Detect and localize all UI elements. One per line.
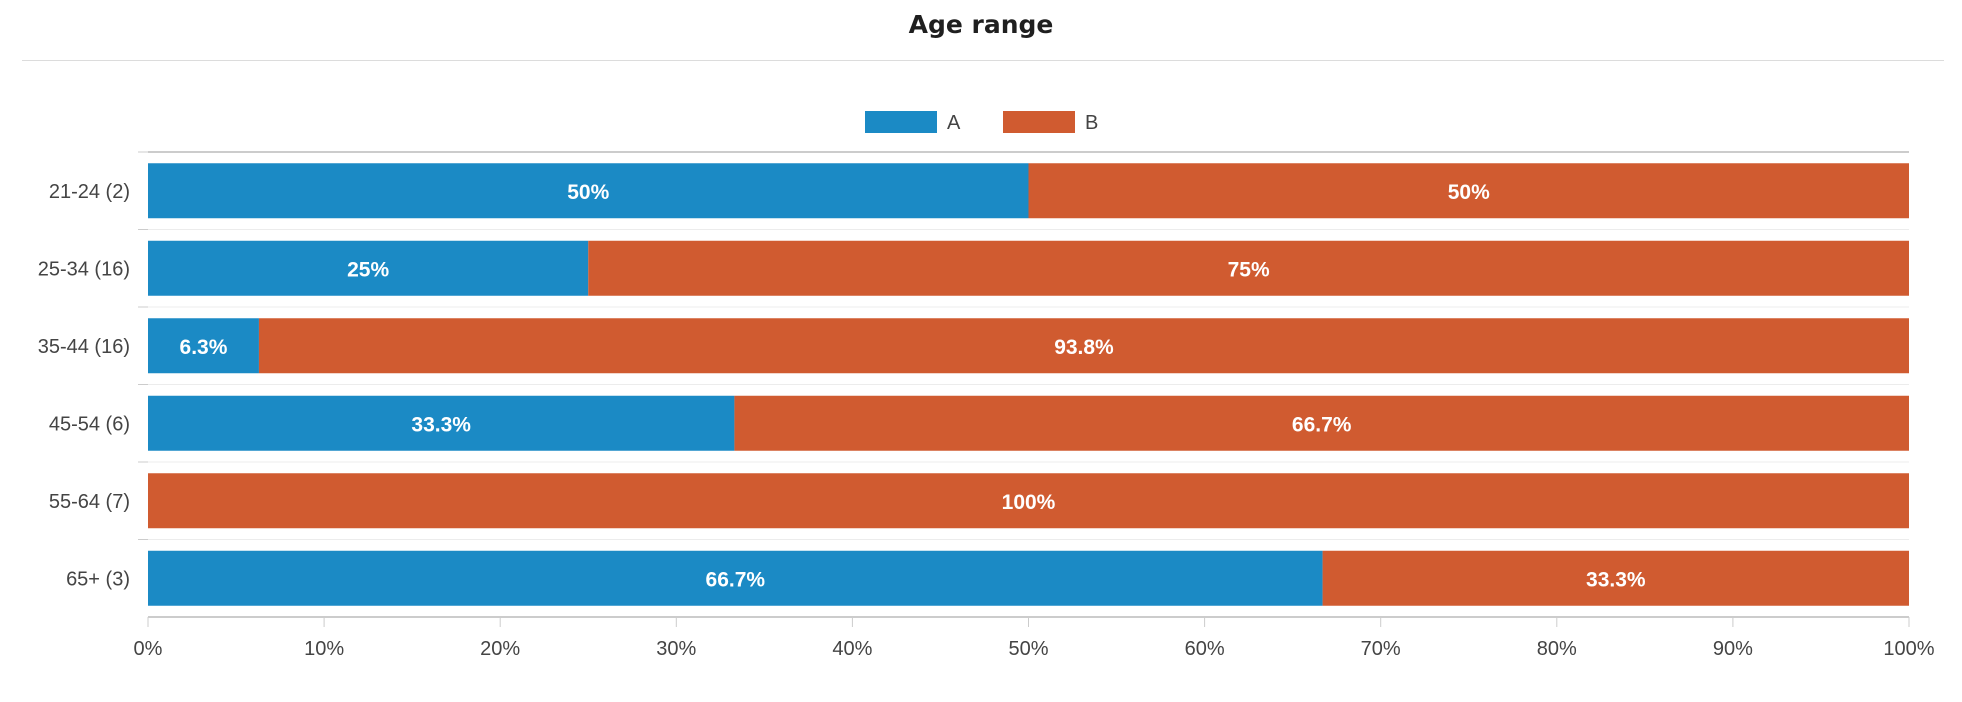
x-tick-label: 60%	[1185, 638, 1225, 660]
x-tick-label: 30%	[656, 638, 696, 660]
bar-value-label: 50%	[567, 181, 609, 204]
bar-value-label: 6.3%	[180, 336, 228, 359]
category-label: 45-54 (6)	[49, 413, 130, 435]
bar-value-label: 93.8%	[1054, 336, 1114, 359]
x-tick-label: 0%	[134, 638, 163, 660]
bar-segment-b	[258, 318, 1909, 374]
category-label: 65+ (3)	[66, 568, 130, 590]
bar-value-label: 50%	[1448, 181, 1490, 204]
bar-value-label: 66.7%	[1292, 413, 1352, 436]
category-label: 35-44 (16)	[38, 336, 130, 358]
bar-value-label: 33.3%	[1586, 568, 1646, 591]
bar-segment-b	[1028, 163, 1909, 219]
bar-value-label: 100%	[1002, 491, 1056, 514]
x-tick-label: 90%	[1713, 638, 1753, 660]
x-tick-label: 40%	[832, 638, 872, 660]
bar-segment-b	[588, 240, 1909, 296]
x-tick-label: 10%	[304, 638, 344, 660]
x-tick-label: 100%	[1883, 638, 1934, 660]
bar-value-label: 25%	[347, 258, 389, 281]
legend-swatch-a	[865, 111, 937, 133]
x-tick-label: 70%	[1361, 638, 1401, 660]
bar-segment-a	[148, 240, 589, 296]
category-label: 21-24 (2)	[49, 181, 130, 203]
bar-segment-a	[148, 318, 259, 374]
category-label: 55-64 (7)	[49, 491, 130, 513]
bar-segment-a	[148, 550, 1323, 606]
bar-value-label: 66.7%	[706, 568, 766, 591]
bar-segment-b	[1322, 550, 1909, 606]
bar-value-label: 33.3%	[411, 413, 471, 436]
x-tick-label: 50%	[1008, 638, 1048, 660]
bar-segment-a	[148, 163, 1029, 219]
title-divider	[22, 60, 1944, 61]
x-tick-label: 80%	[1537, 638, 1577, 660]
bar-segment-a	[148, 395, 735, 451]
legend-label-a: A	[947, 112, 961, 134]
x-tick-label: 20%	[480, 638, 520, 660]
legend-swatch-b	[1003, 111, 1075, 133]
chart-axes: 21-24 (2) 25-34 (16) 35-44 (16) 45-54 (6) 55…	[38, 151, 1935, 660]
chart-title: Age range	[908, 10, 1054, 39]
category-label: 25-34 (16)	[38, 258, 130, 280]
legend-label-b: B	[1085, 112, 1098, 134]
chart-bars: 50% 50% 25% 75% 6.3% 93.8% 33.3% 66.7% 100% 66.7%…	[148, 163, 1909, 606]
bar-value-label: 75%	[1228, 258, 1270, 281]
bar-segment-b	[734, 395, 1909, 451]
bar-segment-b	[148, 473, 1909, 529]
